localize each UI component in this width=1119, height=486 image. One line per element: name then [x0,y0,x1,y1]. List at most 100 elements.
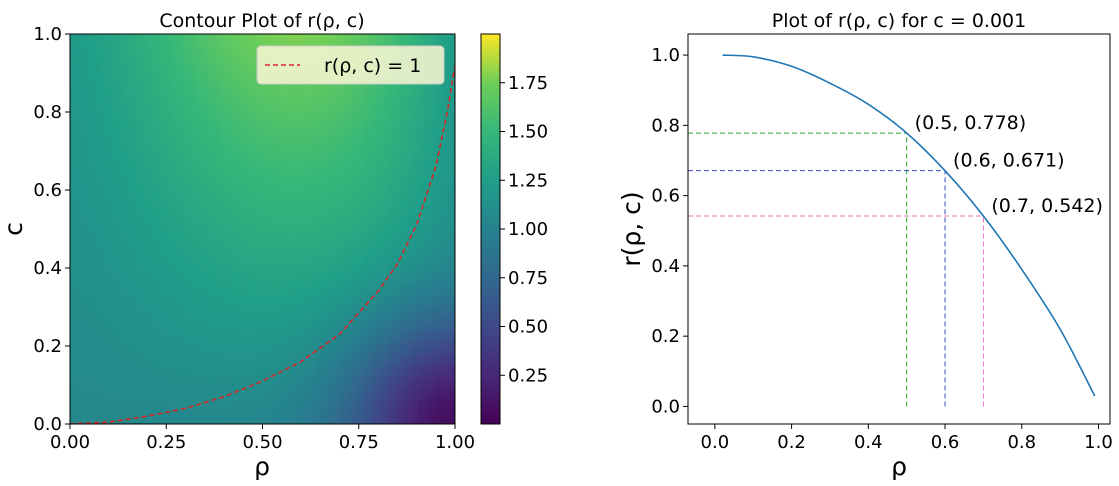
left-y-axis-label: c [0,222,28,236]
heatmap-cell [232,387,240,395]
heatmap-cell [394,326,402,334]
heatmap-cell [124,125,131,133]
heatmap-cell [130,119,137,126]
heatmap-cell [172,88,179,96]
heatmap-cell [226,314,234,321]
heatmap-cell [424,320,432,328]
heatmap-cell [148,356,155,364]
heatmap-cell [346,222,354,230]
heatmap-cell [238,405,246,413]
heatmap-cell [364,393,372,401]
heatmap-cell [238,125,246,133]
heatmap-cell [214,180,221,187]
heatmap-cell [208,125,215,133]
heatmap-cell [160,46,167,53]
heatmap-cell [316,210,324,218]
heatmap-cell [154,271,161,279]
heatmap-cell [112,265,119,273]
heatmap-cell [154,283,161,291]
heatmap-cell [328,113,336,120]
heatmap-cell [226,222,234,230]
heatmap-cell [166,168,173,175]
annotation-label: (0.7, 0.542) [991,195,1103,217]
heatmap-cell [298,229,306,236]
heatmap-cell [412,399,420,407]
heatmap-cell [418,411,426,419]
heatmap-cell [286,174,294,181]
heatmap-cell [394,344,402,352]
heatmap-cell [256,186,264,194]
heatmap-cell [256,247,264,254]
heatmap-cell [418,94,426,102]
heatmap-cell [112,296,119,303]
heatmap-cell [130,381,137,389]
heatmap-cell [220,241,228,248]
heatmap-cell [292,332,300,340]
heatmap-cell [376,216,384,224]
heatmap-cell [400,259,408,267]
heatmap-cell [232,344,240,352]
heatmap-cell [448,241,455,248]
heatmap-cell [274,113,282,120]
heatmap-cell [382,34,390,41]
heatmap-cell [184,332,191,340]
heatmap-cell [208,332,215,340]
heatmap-cell [448,149,455,157]
heatmap-cell [154,399,161,407]
heatmap-cell [238,82,246,90]
heatmap-cell [70,381,77,389]
heatmap-cell [298,387,306,395]
heatmap-cell [88,40,95,47]
heatmap-cell [430,387,438,395]
heatmap-cell [388,180,396,187]
heatmap-cell [220,137,228,145]
heatmap-cell [184,174,191,181]
heatmap-cell [298,125,306,133]
heatmap-cell [70,168,77,175]
heatmap-cell [328,265,336,273]
heatmap-cell [340,149,348,157]
heatmap-cell [70,229,77,236]
heatmap-cell [136,216,143,224]
heatmap-cell [442,149,450,157]
heatmap-cell [190,296,197,303]
heatmap-cell [346,94,354,102]
heatmap-cell [304,271,312,279]
heatmap-cell [334,417,342,424]
heatmap-cell [124,204,131,212]
heatmap-cell [442,88,450,96]
heatmap-cell [280,229,288,236]
heatmap-cell [106,265,113,273]
heatmap-cell [442,131,450,139]
heatmap-cell [100,186,107,194]
heatmap-cell [286,94,294,102]
heatmap-cell [304,320,312,328]
heatmap-cell [394,192,402,200]
heatmap-cell [274,247,282,254]
heatmap-cell [376,381,384,389]
heatmap-cell [244,58,252,66]
heatmap-cell [244,326,252,334]
heatmap-cell [268,94,276,102]
heatmap-cell [82,308,89,315]
heatmap-cell [196,198,203,206]
heatmap-cell [298,101,306,108]
heatmap-cell [394,393,402,401]
heatmap-cell [232,259,240,267]
heatmap-cell [232,247,240,254]
heatmap-cell [322,344,330,352]
heatmap-cell [304,192,312,200]
heatmap-cell [286,216,294,224]
heatmap-cell [130,302,137,309]
heatmap-cell [358,344,366,352]
heatmap-cell [112,241,119,248]
heatmap-cell [154,229,161,236]
heatmap-cell [346,101,354,108]
heatmap-cell [118,265,125,273]
heatmap-cell [214,302,221,309]
heatmap-cell [352,375,360,382]
heatmap-cell [376,229,384,236]
heatmap-cell [220,320,228,328]
heatmap-cell [172,241,179,248]
heatmap-cell [430,277,438,285]
